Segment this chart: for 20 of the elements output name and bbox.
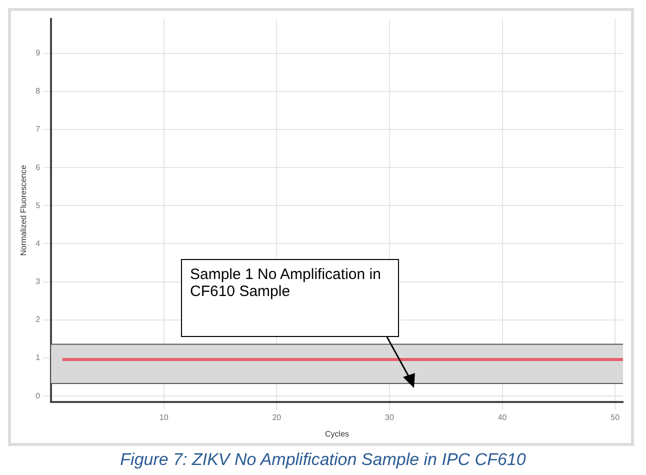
y-tick-label: 7 xyxy=(36,124,41,134)
annotation: Sample 1 No Amplification in CF610 Sample xyxy=(190,266,381,300)
y-tick-label: 0 xyxy=(36,391,41,400)
y-tick-label: 6 xyxy=(36,162,41,172)
x-tick-label: 20 xyxy=(272,412,282,422)
text: Figure 7: ZIKV No Amplification Sample in IPC CF610 xyxy=(119,450,527,470)
y-tick-label: 4 xyxy=(36,238,41,248)
y-tick-label: 3 xyxy=(36,277,41,286)
x-tick-label: 50 xyxy=(610,412,620,422)
y-axis-title: Normalized Fluorescence xyxy=(19,164,28,256)
y-tick-label: 1 xyxy=(36,353,41,362)
x-tick-label: 30 xyxy=(385,412,394,422)
x-axis-title: Cycles xyxy=(325,429,350,438)
callout-box: Sample 1 No Amplification in CF610 Sample xyxy=(181,259,399,337)
y-tick-label: 5 xyxy=(36,200,41,210)
x-tick-label: 10 xyxy=(159,412,169,422)
x-tick-label: 40 xyxy=(498,412,508,422)
y-tick-label: 9 xyxy=(36,48,41,58)
y-tick-label: 8 xyxy=(36,86,41,96)
y-tick-label: 2 xyxy=(36,315,41,324)
